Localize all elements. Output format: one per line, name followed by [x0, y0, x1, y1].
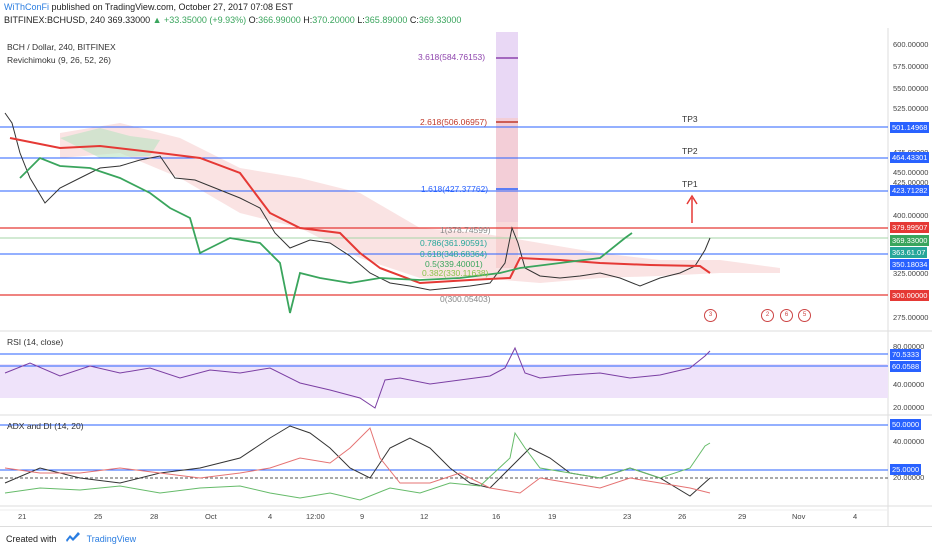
event-flag-icon[interactable]: 5 [798, 309, 811, 322]
kijun-line [9, 137, 711, 285]
price-change: +33.35000 (+9.93%) [164, 15, 247, 25]
price-tag[interactable]: 350.18034 [890, 259, 930, 270]
time-tick: 12 [420, 512, 429, 521]
time-tick: 16 [492, 512, 501, 521]
time-tick: 26 [678, 512, 687, 521]
price-tag[interactable]: 300.00000 [890, 290, 930, 301]
time-tick: 12:00 [306, 512, 325, 521]
rsi-pane-title: RSI (14, close) [7, 337, 64, 347]
event-flag-icon[interactable]: 2 [761, 309, 774, 322]
arrow-up-icon [686, 194, 698, 205]
symbol-label: BITFINEX:BCHUSD, 240 [4, 15, 106, 25]
fib-label: 0.786(361.90591) [420, 238, 488, 248]
time-tick: 9 [360, 512, 365, 521]
price-tag[interactable]: 464.43301 [890, 152, 930, 163]
open-label: O: [248, 15, 259, 25]
publish-info: WiThConFi published on TradingView.com, … [0, 0, 932, 14]
time-tick: Oct [205, 512, 217, 521]
close-label: C: [409, 15, 419, 25]
rsi-tick: 20.00000 [893, 403, 925, 412]
main-pane-title: BCH / Dollar, 240, BITFINEX [7, 42, 116, 52]
fib-label: 0.5(339.40001) [425, 259, 483, 269]
low-value: 365.89000 [364, 15, 408, 25]
price-tick: 400.00000 [893, 211, 929, 220]
rsi-tag[interactable]: 60.0588 [890, 361, 922, 372]
target-label-tp3: TP3 [682, 114, 698, 124]
indicator-title: Revichimoku (9, 26, 52, 26) [7, 55, 111, 65]
price-tick: 525.00000 [893, 104, 929, 113]
rsi-band [0, 364, 888, 398]
rsi-tick: 80.00000 [893, 342, 925, 351]
price-series[interactable] [4, 112, 711, 291]
chart-canvas[interactable] [0, 28, 932, 526]
event-flag-icon[interactable]: 6 [780, 309, 793, 322]
up-arrow-icon: ▲ [152, 15, 162, 25]
rsi-tag[interactable]: 70.5333 [890, 349, 922, 360]
adx-line[interactable] [4, 425, 711, 497]
adx-tag[interactable]: 25.0000 [890, 464, 922, 475]
target-label-tp1: TP1 [682, 179, 698, 189]
adx-pane-title: ADX and DI (14, 20) [7, 421, 84, 431]
target-label-tp2: TP2 [682, 146, 698, 156]
adx-tag[interactable]: 50.0000 [890, 419, 922, 430]
low-label: L: [357, 15, 365, 25]
high-label: H: [303, 15, 313, 25]
time-tick: 4 [268, 512, 273, 521]
price-tag[interactable]: 379.99507 [890, 222, 930, 233]
time-tick: 25 [94, 512, 103, 521]
adx-tick: 40.00000 [893, 437, 925, 446]
tradingview-logo-icon[interactable] [65, 528, 81, 552]
time-tick: 21 [18, 512, 27, 521]
footer: Created with TradingView [0, 526, 932, 551]
di-minus-line [4, 427, 711, 494]
fib-label: 0(300.05403) [440, 294, 491, 304]
time-tick: Nov [792, 512, 806, 521]
price-tick: 600.00000 [893, 40, 929, 49]
di-plus-line [4, 431, 711, 501]
tradingview-brand[interactable]: TradingView [86, 534, 137, 544]
time-tick: 28 [150, 512, 159, 521]
close-value: 369.33000 [418, 15, 462, 25]
time-tick: 4 [853, 512, 858, 521]
last-price: 369.33000 [107, 15, 151, 25]
price-tick: 275.00000 [893, 313, 929, 322]
price-tick: 550.00000 [893, 84, 929, 93]
fib-label: 1.618(427.37762) [421, 184, 489, 194]
price-tag[interactable]: 423.71282 [890, 185, 930, 196]
created-with-text: Created with [6, 534, 57, 544]
open-value: 366.99000 [258, 15, 301, 25]
time-tick: 29 [738, 512, 747, 521]
price-tag[interactable]: 369.33000 [890, 235, 930, 246]
author-link[interactable]: WiThConFi [4, 2, 50, 12]
chikou-line [19, 156, 633, 314]
price-tick: 575.00000 [893, 62, 929, 71]
time-tick: 19 [548, 512, 557, 521]
price-tick: 325.00000 [893, 269, 929, 278]
fib-label: 0.618(348.68364) [420, 249, 488, 259]
event-flag-icon[interactable]: 3 [704, 309, 717, 322]
price-tag[interactable]: 501.14968 [890, 122, 930, 133]
fib-label: 1(378.74599) [440, 225, 491, 235]
fib-label: 0.382(330.11638) [422, 268, 489, 278]
price-tick: 425.00000 [893, 178, 929, 187]
rsi-tick: 40.00000 [893, 380, 925, 389]
symbol-info: BITFINEX:BCHUSD, 240 369.33000 ▲ +33.350… [0, 14, 932, 27]
time-tick: 23 [623, 512, 632, 521]
price-tag[interactable]: 363.61.07 [890, 247, 928, 258]
price-tick: 450.00000 [893, 168, 929, 177]
ichimoku-cloud [60, 123, 780, 283]
fib-label: 3.618(584.76153) [418, 52, 486, 62]
publish-text: published on TradingView.com, October 27… [51, 2, 294, 12]
adx-tick: 20.00000 [893, 473, 925, 482]
rsi-line[interactable] [4, 346, 711, 409]
fib-label: 2.618(506.06957) [420, 117, 488, 127]
high-value: 370.20000 [312, 15, 355, 25]
